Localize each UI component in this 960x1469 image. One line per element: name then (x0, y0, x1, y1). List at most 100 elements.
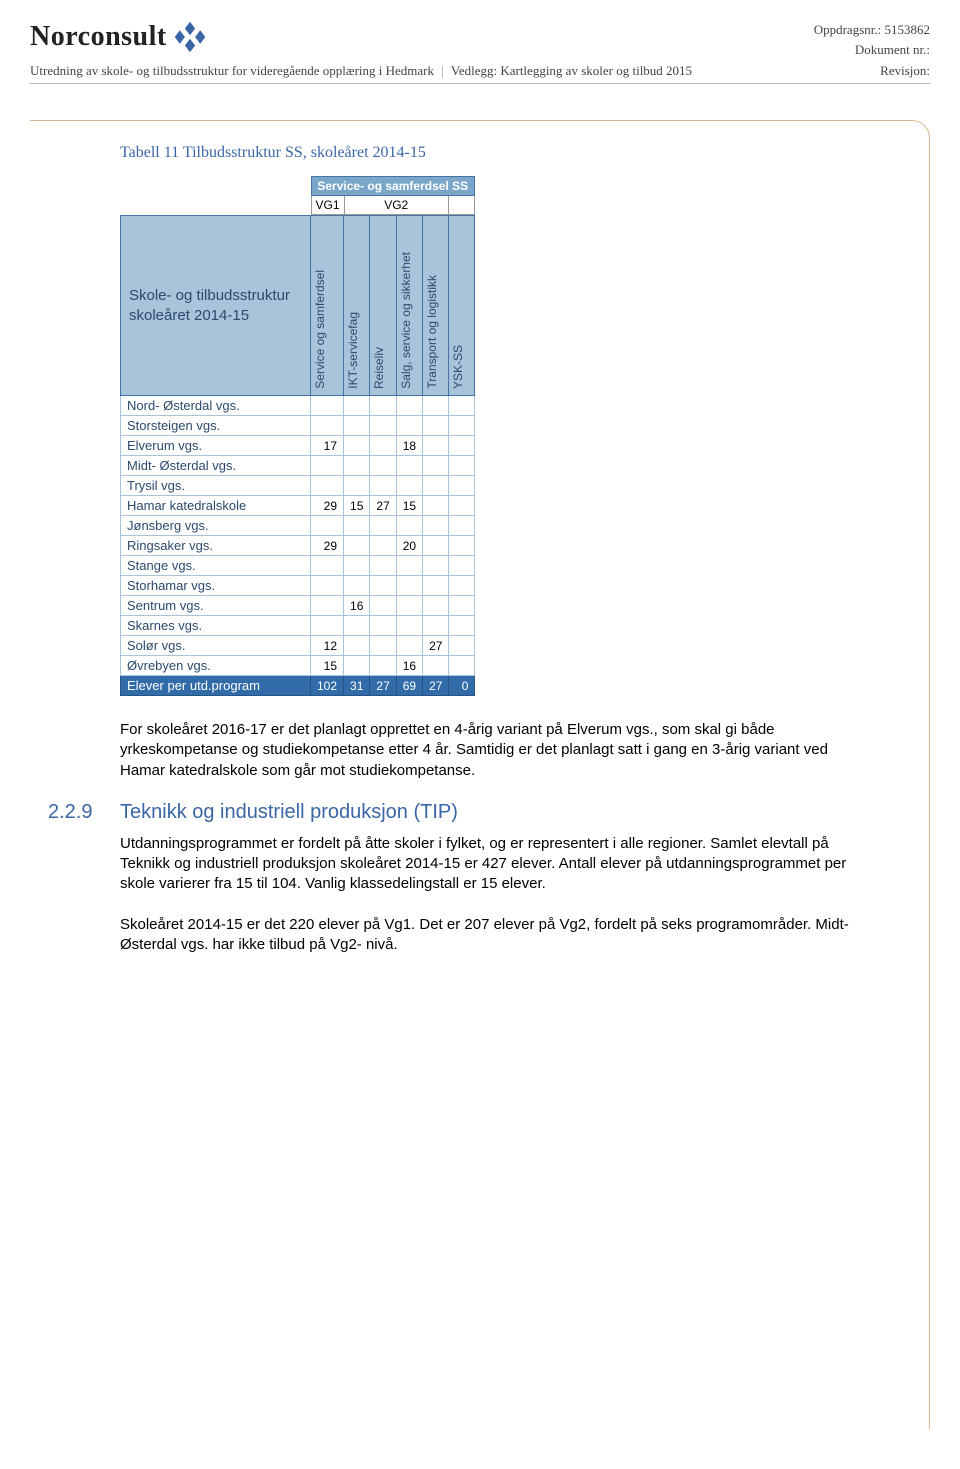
num-cell (311, 476, 344, 496)
total-label: Elever per utd.program (121, 676, 311, 696)
table-row: Stange vgs. (121, 556, 475, 576)
num-cell: 20 (396, 536, 422, 556)
num-cell (311, 616, 344, 636)
col-label-4: Transport og logistikk (425, 271, 439, 393)
num-cell: 27 (370, 496, 396, 516)
header-right: Oppdragsnr.: 5153862 Dokument nr.: (814, 20, 930, 59)
school-cell: Sentrum vgs. (121, 596, 311, 616)
school-cell: Stange vgs. (121, 556, 311, 576)
vg2-label: VG2 (344, 196, 448, 215)
school-cell: Hamar katedralskole (121, 496, 311, 516)
col-header-2: Reiseliv (370, 216, 396, 396)
sub-left-2: Vedlegg: Kartlegging av skoler og tilbud… (451, 63, 692, 78)
num-cell (370, 476, 396, 496)
revisjon-block: Revisjon: (880, 63, 930, 79)
title-l1: Skole- og tilbudsstruktur (129, 287, 290, 304)
col-label-3: Salg, service og sikkerhet (399, 248, 413, 393)
num-cell (344, 436, 370, 456)
title-cell: Skole- og tilbudsstruktur skoleåret 2014… (121, 216, 311, 396)
school-cell: Ringsaker vgs. (121, 536, 311, 556)
title-l2: skoleåret 2014-15 (129, 307, 249, 324)
num-cell (449, 596, 475, 616)
num-cell (449, 496, 475, 516)
oppdrag-label: Oppdragsnr.: (814, 22, 882, 37)
col-label-1: IKT-servicefag (346, 308, 360, 393)
num-cell (423, 536, 449, 556)
num-cell (423, 476, 449, 496)
table-row: Elverum vgs.1718 (121, 436, 475, 456)
num-cell: 16 (396, 656, 422, 676)
num-cell (449, 616, 475, 636)
num-cell (370, 516, 396, 536)
total-0: 102 (311, 676, 344, 696)
num-cell (396, 636, 422, 656)
para-1: For skoleåret 2016-17 er det planlagt op… (120, 720, 870, 781)
total-1: 31 (344, 676, 370, 696)
table-row: Nord- Østerdal vgs. (121, 396, 475, 416)
num-cell (423, 456, 449, 476)
num-cell: 16 (344, 596, 370, 616)
top-header-table: Service- og samferdsel SS VG1 VG2 (311, 176, 475, 215)
school-cell: Elverum vgs. (121, 436, 311, 456)
school-cell: Øvrebyen vgs. (121, 656, 311, 676)
num-cell (396, 476, 422, 496)
num-cell (449, 476, 475, 496)
para-3: Skoleåret 2014-15 er det 220 elever på V… (120, 915, 870, 956)
vg-extra (448, 196, 474, 215)
num-cell (344, 636, 370, 656)
dokument-label: Dokument nr.: (855, 42, 930, 57)
num-cell: 15 (344, 496, 370, 516)
num-cell (344, 576, 370, 596)
num-cell (423, 596, 449, 616)
section-title: Teknikk og industriell produksjon (TIP) (120, 801, 458, 824)
col-label-2: Reiseliv (372, 343, 386, 393)
blank-cell (121, 176, 311, 216)
num-cell (344, 536, 370, 556)
num-cell (423, 656, 449, 676)
num-cell (423, 576, 449, 596)
num-cell (370, 536, 396, 556)
num-cell (370, 576, 396, 596)
school-cell: Storsteigen vgs. (121, 416, 311, 436)
blank-row: Service- og samferdsel SS VG1 VG2 (121, 176, 475, 216)
top-header: Service- og samferdsel SS (311, 177, 474, 196)
num-cell (449, 556, 475, 576)
num-cell (396, 556, 422, 576)
num-cell (396, 576, 422, 596)
column-header-row: Skole- og tilbudsstruktur skoleåret 2014… (121, 216, 475, 396)
num-cell (370, 456, 396, 476)
num-cell (396, 456, 422, 476)
num-cell (396, 516, 422, 536)
subheader: Utredning av skole- og tilbudsstruktur f… (30, 63, 930, 79)
sub-left-1: Utredning av skole- og tilbudsstruktur f… (30, 63, 434, 78)
school-cell: Jønsberg vgs. (121, 516, 311, 536)
table-row: Jønsberg vgs. (121, 516, 475, 536)
num-cell (344, 396, 370, 416)
num-cell: 29 (311, 496, 344, 516)
num-cell (311, 416, 344, 436)
col-header-3: Salg, service og sikkerhet (396, 216, 422, 396)
num-cell (311, 596, 344, 616)
num-cell (449, 436, 475, 456)
total-4: 27 (423, 676, 449, 696)
col-label-0: Service og samferdsel (313, 266, 327, 393)
subheader-left: Utredning av skole- og tilbudsstruktur f… (30, 63, 692, 79)
total-5: 0 (449, 676, 475, 696)
col-header-5: YSK-SS (449, 216, 475, 396)
num-cell (370, 436, 396, 456)
num-cell (449, 636, 475, 656)
num-cell (449, 396, 475, 416)
table-row: Trysil vgs. (121, 476, 475, 496)
num-cell (370, 636, 396, 656)
logo: Norconsult (30, 20, 207, 54)
school-cell: Storhamar vgs. (121, 576, 311, 596)
num-cell (311, 576, 344, 596)
page-header: Norconsult Oppdragsnr.: 5153862 Dokument… (30, 20, 930, 59)
num-cell (344, 456, 370, 476)
school-cell: Skarnes vgs. (121, 616, 311, 636)
num-cell (423, 516, 449, 536)
table-row: Storsteigen vgs. (121, 416, 475, 436)
num-cell (311, 556, 344, 576)
num-cell (396, 596, 422, 616)
num-cell (344, 656, 370, 676)
